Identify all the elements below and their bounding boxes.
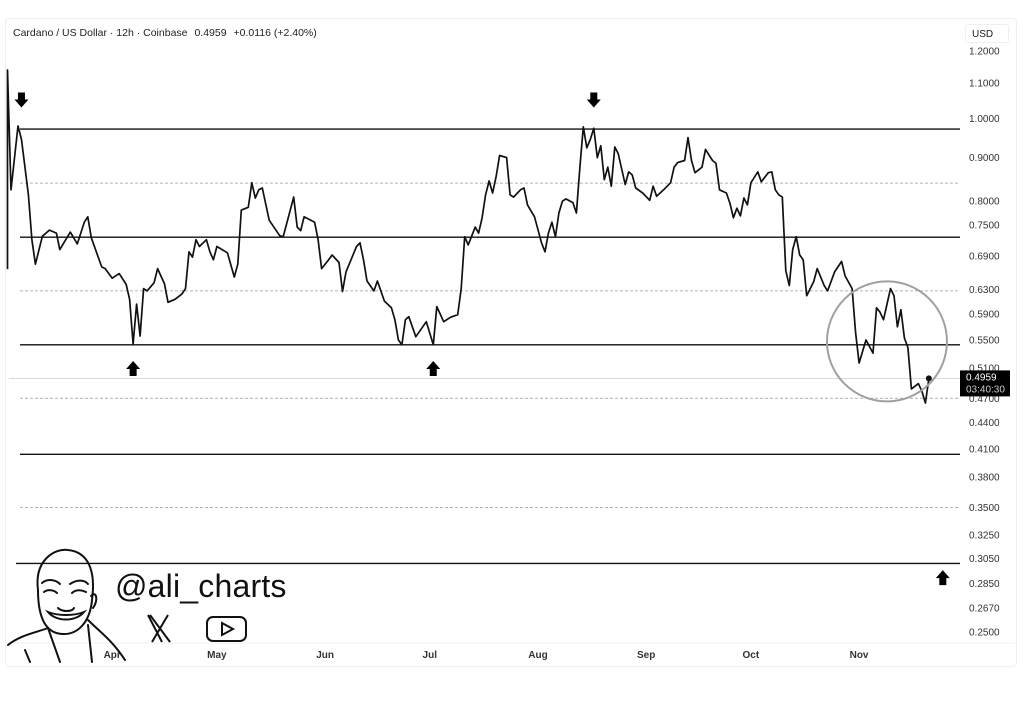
- y-tick-label: 0.2670: [969, 603, 1000, 614]
- x-tick-label: Sep: [637, 650, 655, 661]
- last-price-box: [960, 370, 1010, 397]
- currency-button[interactable]: USD: [965, 24, 1009, 43]
- y-tick-label: 0.3050: [969, 554, 1000, 565]
- y-tick-label: 1.2000: [969, 47, 1000, 58]
- chart-frame: [5, 18, 1017, 667]
- author-avatar: [7, 548, 126, 663]
- y-tick-label: 0.5900: [969, 310, 1000, 321]
- arrow-up-icon: [426, 361, 441, 377]
- y-tick-label: 0.5500: [969, 336, 1000, 347]
- symbol-name: Cardano / US Dollar · 12h · Coinbase: [13, 27, 188, 39]
- symbol-header: Cardano / US Dollar · 12h · Coinbase 0.4…: [13, 27, 321, 39]
- x-tick-label: Jun: [316, 650, 334, 661]
- bar-countdown: 03:40:30: [966, 384, 1005, 395]
- y-tick-label: 0.7500: [969, 221, 1000, 232]
- highlight-circle: [825, 280, 948, 403]
- price-change: +0.0116 (+2.40%): [233, 27, 317, 39]
- y-tick-label: 0.9000: [969, 153, 1000, 164]
- y-tick-label: 0.3500: [969, 503, 1000, 514]
- last-price-value: 0.4959: [966, 372, 997, 383]
- y-tick-label: 0.3800: [969, 473, 1000, 484]
- y-tick-label: 0.4400: [969, 418, 1000, 429]
- arrow-up-icon: [126, 361, 141, 377]
- y-tick-label: 0.3250: [969, 530, 1000, 541]
- y-tick-label: 0.4100: [969, 444, 1000, 455]
- x-tick-label: Aug: [528, 650, 547, 661]
- price-line: [6, 69, 930, 404]
- author-handle: @ali_charts: [115, 568, 287, 604]
- y-tick-label: 0.2500: [969, 628, 1000, 639]
- last-price-label: 0.4959 03:40:30: [960, 370, 1010, 397]
- y-tick-label: 0.5100: [969, 364, 1000, 375]
- youtube-icon[interactable]: [206, 616, 247, 642]
- arrow-up-icon: [935, 570, 950, 586]
- x-tick-label: Apr: [104, 650, 121, 661]
- x-tick-label: Oct: [743, 650, 760, 661]
- last-price: 0.4959: [194, 27, 227, 39]
- y-tick-label: 1.0000: [969, 114, 1000, 125]
- x-tick-label: May: [207, 650, 227, 661]
- x-logo-icon[interactable]: [147, 614, 171, 643]
- x-tick-label: Jul: [423, 650, 438, 661]
- y-tick-label: 0.4700: [969, 394, 1000, 405]
- y-tick-label: 1.1000: [969, 79, 1000, 90]
- x-tick-label: Nov: [850, 650, 869, 661]
- arrow-down-icon: [586, 92, 601, 108]
- y-tick-label: 0.6300: [969, 285, 1000, 296]
- y-tick-label: 0.8000: [969, 197, 1000, 208]
- y-tick-label: 0.2850: [969, 579, 1000, 590]
- arrow-down-icon: [14, 92, 29, 108]
- y-tick-label: 0.6900: [969, 252, 1000, 263]
- last-point-marker: [925, 375, 932, 382]
